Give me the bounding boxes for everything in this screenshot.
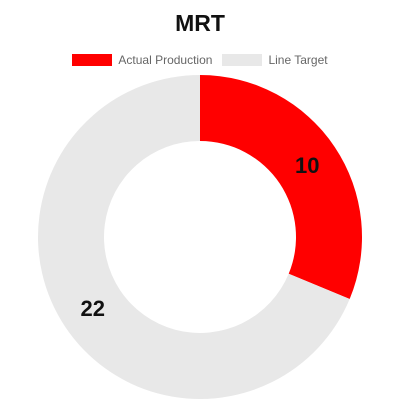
slice-actual-production[interactable] xyxy=(200,75,362,299)
slice-line-target[interactable] xyxy=(37,74,350,399)
chart-title: MRT xyxy=(175,10,225,36)
data-label-line-target: 22 xyxy=(80,296,104,321)
legend-swatch-line-target xyxy=(222,54,263,66)
legend-item-actual-production[interactable]: Actual Production xyxy=(72,53,212,67)
legend-swatch-actual-production xyxy=(72,54,113,66)
legend-label-actual-production: Actual Production xyxy=(118,53,213,67)
donut-labels: 10 22 xyxy=(80,153,319,321)
donut-slices xyxy=(37,74,362,399)
chart-legend: Actual Production Line Target xyxy=(0,53,400,67)
legend-label-line-target: Line Target xyxy=(268,53,328,67)
legend-item-line-target[interactable]: Line Target xyxy=(222,53,328,67)
data-label-actual-production: 10 xyxy=(295,153,319,178)
